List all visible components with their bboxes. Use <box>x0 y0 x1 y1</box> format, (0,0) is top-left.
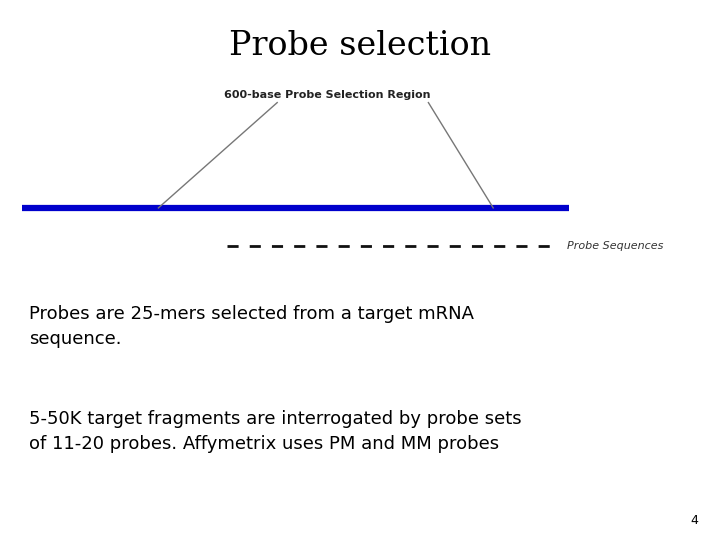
Text: 600-base Probe Selection Region: 600-base Probe Selection Region <box>225 90 431 100</box>
Text: 4: 4 <box>690 514 698 526</box>
Text: Probe Sequences: Probe Sequences <box>567 241 664 251</box>
Text: Probes are 25-mers selected from a target mRNA
sequence.: Probes are 25-mers selected from a targe… <box>29 305 474 348</box>
Text: Probe selection: Probe selection <box>229 30 491 62</box>
Text: 5-50K target fragments are interrogated by probe sets
of 11-20 probes. Affymetri: 5-50K target fragments are interrogated … <box>29 410 521 454</box>
